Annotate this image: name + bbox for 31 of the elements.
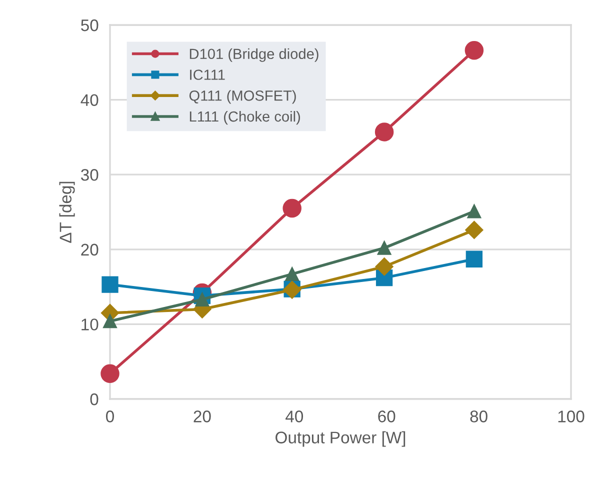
point xyxy=(374,122,394,142)
y-tick-label: 30 xyxy=(80,169,98,181)
point xyxy=(103,314,117,328)
x-tick-label: 0 xyxy=(106,410,114,422)
y-tick-label: 0 xyxy=(90,393,98,406)
y-tick-label: 20 xyxy=(81,244,98,256)
point xyxy=(465,220,484,239)
x-tick-label: 100 xyxy=(558,410,584,422)
legend-label: IC111 xyxy=(190,70,225,80)
point xyxy=(464,41,484,60)
y-tick-label: 10 xyxy=(82,318,98,330)
x-tick-label: 40 xyxy=(286,410,304,422)
point xyxy=(466,250,483,268)
point xyxy=(102,276,118,293)
y-tick-label: 50 xyxy=(81,19,98,32)
x-tick-label: 20 xyxy=(194,410,211,422)
x-tick-label: 60 xyxy=(378,410,396,422)
legend-label: Q111 (MOSFET) xyxy=(189,90,296,104)
point xyxy=(195,292,210,306)
legend-label: L111 (Choke coil) xyxy=(190,110,300,125)
point xyxy=(100,364,120,383)
x-axis-title: Output Power [W] xyxy=(276,431,406,447)
legend-label: D101 (Bridge diode) xyxy=(190,48,318,62)
x-tick-label: 80 xyxy=(470,410,488,422)
point xyxy=(282,198,302,218)
point xyxy=(377,240,392,255)
y-tick-label: 40 xyxy=(80,94,98,106)
point xyxy=(467,204,482,218)
y-axis-title: ΔT [deg] xyxy=(59,182,75,243)
point xyxy=(375,258,394,276)
point xyxy=(285,267,300,282)
